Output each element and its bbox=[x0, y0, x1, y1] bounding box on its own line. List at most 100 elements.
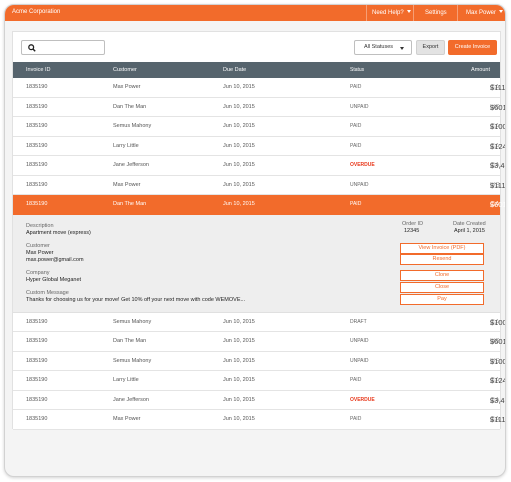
order-id-value: 12345 bbox=[404, 227, 420, 234]
status-badge: PAID bbox=[350, 377, 362, 383]
amount-value: $111.40 bbox=[490, 83, 506, 92]
clone-button[interactable]: Clone bbox=[400, 269, 484, 281]
brand-name[interactable]: Acme Corporation bbox=[12, 9, 61, 15]
table-row[interactable]: 1835190 Dan The Man Jun 10, 2015 UNPAID US $6… bbox=[13, 332, 505, 352]
due-date: Jun 10, 2015 bbox=[223, 123, 255, 129]
description-label: Description bbox=[26, 222, 54, 229]
customer-name: Dan The Man bbox=[113, 103, 147, 110]
help-label: Need Help? bbox=[372, 10, 404, 16]
nav-separator bbox=[366, 5, 367, 21]
customer-name: Dan The Man bbox=[113, 338, 147, 344]
currency-code: CA bbox=[490, 162, 500, 169]
customer-name: Semus Mahony bbox=[113, 123, 152, 129]
currency-code: CA bbox=[490, 84, 500, 91]
currency-code: US bbox=[490, 338, 500, 345]
column-header-status[interactable]: Status bbox=[350, 67, 365, 73]
table-row[interactable]: 1835190 Semus Mahony Jun 10, 2015 DRAFT CA $1… bbox=[13, 312, 505, 332]
table-row[interactable]: 1835190 Max Power Jun 10, 2015 PAID CA$111.4… bbox=[13, 78, 505, 98]
export-button[interactable]: Export bbox=[416, 40, 445, 55]
amount-value: $100.24 bbox=[490, 122, 505, 131]
amount-value: $3,400.00 bbox=[490, 161, 505, 170]
table-row[interactable]: 1835190 Jane Jefferson Jun 10, 2015 OVERDUE… bbox=[13, 156, 505, 176]
resend-button[interactable]: Resend bbox=[400, 253, 484, 265]
status-badge: UNPAID bbox=[350, 103, 369, 110]
customer-name: Semus Mahony bbox=[113, 318, 152, 325]
due-date: Jun 10, 2015 bbox=[223, 103, 255, 110]
amount-value: $100.24 bbox=[490, 317, 505, 327]
status-badge: UNPAID bbox=[350, 181, 369, 188]
invoice-id: 1835190 bbox=[26, 416, 48, 422]
description-value: Apartment move (express) bbox=[26, 229, 91, 236]
column-header-due-date[interactable]: Due Date bbox=[223, 67, 247, 73]
table-row[interactable]: 1835190 Larry Little Jun 10, 2015 PAID CA $12… bbox=[13, 136, 505, 156]
customer-label: Customer bbox=[26, 242, 50, 249]
status-badge: UNPAID bbox=[350, 357, 369, 364]
status-badge: OVERDUE bbox=[350, 162, 375, 168]
customer-name: Semus Mahony bbox=[113, 357, 152, 364]
nav-separator bbox=[413, 5, 414, 21]
customer-name: Max Power bbox=[113, 181, 141, 188]
column-header-customer[interactable]: Customer bbox=[113, 67, 137, 73]
amount-value: $111.40 bbox=[490, 415, 506, 424]
status-badge: PAID bbox=[350, 142, 362, 149]
invoice-id: 1835190 bbox=[26, 162, 48, 168]
create-invoice-button[interactable]: Create Invoice bbox=[448, 40, 497, 55]
status-badge: UNPAID bbox=[350, 338, 369, 344]
view-invoice-pdf-button[interactable]: View Invoice (PDF) bbox=[400, 242, 484, 254]
customer-name: Jane Jefferson bbox=[113, 396, 149, 403]
settings-link[interactable]: Settings bbox=[425, 10, 447, 16]
search-input[interactable] bbox=[21, 40, 105, 55]
column-header-invoice-id[interactable]: Invoice ID bbox=[26, 67, 51, 73]
due-date: Jun 10, 2015 bbox=[223, 396, 255, 403]
table-row[interactable]: 1835190 Dan The Man Jun 10, 2015 UNPAID US $6… bbox=[13, 97, 505, 117]
invoice-id: 1835190 bbox=[26, 181, 48, 188]
due-date: Jun 10, 2015 bbox=[223, 416, 255, 422]
invoice-id: 1835190 bbox=[26, 396, 48, 403]
table-header: Invoice ID Customer Due Date Status Amou… bbox=[13, 62, 500, 78]
currency-code: CA bbox=[490, 201, 500, 208]
currency-code: US bbox=[490, 357, 500, 365]
invoice-id: 1835190 bbox=[26, 357, 48, 364]
currency-code: CA bbox=[490, 123, 500, 130]
table-row-selected[interactable]: 1835190 Dan The Man Jun 10, 2015 PAID CA… bbox=[13, 195, 505, 215]
column-header-amount[interactable]: Amount bbox=[471, 67, 490, 73]
status-filter-select[interactable]: All Statuses bbox=[354, 40, 412, 55]
invoice-id: 1835190 bbox=[26, 201, 48, 207]
currency-code: CA bbox=[490, 416, 500, 423]
invoice-detail-panel: Description Apartment move (express) Cus… bbox=[13, 214, 500, 313]
customer-name: Dan The Man bbox=[113, 201, 147, 207]
help-menu[interactable]: Need Help? bbox=[372, 5, 411, 21]
due-date: Jun 10, 2015 bbox=[223, 338, 255, 344]
table-row[interactable]: 1835190 Max Power Jun 10, 2015 UNPAID US $111… bbox=[13, 175, 505, 195]
pay-button[interactable]: Pay bbox=[400, 293, 484, 305]
due-date: Jun 10, 2015 bbox=[223, 162, 255, 168]
invoice-id: 1835190 bbox=[26, 123, 48, 129]
status-badge: PAID bbox=[350, 123, 362, 129]
table-row[interactable]: 1835190 Jane Jefferson Jun 10, 2015 OVERDUE… bbox=[13, 390, 505, 410]
invoice-id: 1835190 bbox=[26, 338, 48, 344]
table-row[interactable]: 1835190 Semus Mahony Jun 10, 2015 PAID CA $10… bbox=[13, 117, 505, 137]
customer-email[interactable]: max.power@gmail.com bbox=[26, 256, 84, 263]
amount-value: $124.00 bbox=[490, 376, 505, 385]
currency-code: CA bbox=[490, 318, 500, 326]
amount-value: $111.40 bbox=[490, 180, 506, 190]
currency-code: CA bbox=[490, 377, 500, 384]
table-row[interactable]: 1835190 Semus Mahony Jun 10, 2015 UNPAID US $… bbox=[13, 351, 505, 371]
currency-code: CA bbox=[490, 142, 500, 150]
close-invoice-button[interactable]: Close bbox=[400, 281, 484, 293]
table-row[interactable]: 1835190 Larry Little Jun 10, 2015 PAID CA $12… bbox=[13, 371, 505, 391]
status-badge: PAID bbox=[350, 416, 362, 422]
currency-code: US bbox=[490, 103, 500, 111]
table-row[interactable]: 1835190 Max Power Jun 10, 2015 PAID CA$111.4… bbox=[13, 410, 505, 430]
user-menu[interactable]: Max Power bbox=[466, 5, 504, 21]
company-label: Company bbox=[26, 269, 50, 276]
status-badge: PAID bbox=[350, 84, 362, 90]
amount-value: $601.00 bbox=[490, 200, 505, 209]
due-date: Jun 10, 2015 bbox=[223, 181, 255, 188]
due-date: Jun 10, 2015 bbox=[223, 84, 255, 90]
chevron-down-icon bbox=[400, 47, 404, 50]
invoice-id: 1835190 bbox=[26, 318, 48, 325]
due-date: Jun 10, 2015 bbox=[223, 357, 255, 364]
currency-code: CA bbox=[490, 396, 500, 404]
